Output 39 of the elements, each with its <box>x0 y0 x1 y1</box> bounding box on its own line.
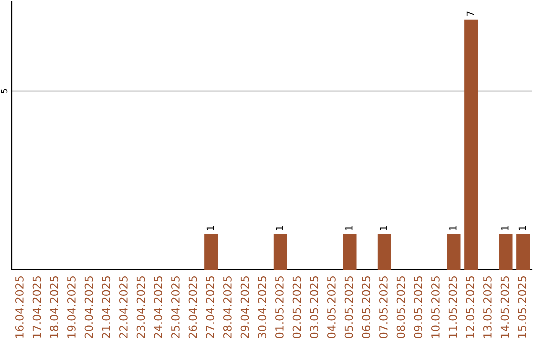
x-tick-label: 30.04.2025 <box>258 276 267 338</box>
x-tick-label: 07.05.2025 <box>379 276 388 338</box>
data-label: 7 <box>466 12 474 16</box>
x-tick-label: 26.04.2025 <box>188 276 198 338</box>
x-tick-label: 03.05.2025 <box>310 276 319 338</box>
x-tick-label: 25.04.2025 <box>171 276 180 338</box>
x-tick-label: 17.04.2025 <box>32 276 42 338</box>
x-tick-label: 12.05.2025 <box>466 276 475 338</box>
data-label: 1 <box>380 226 388 230</box>
x-tick-label: 16.04.2025 <box>15 276 24 338</box>
x-tick-label: 06.05.2025 <box>362 276 371 338</box>
x-tick-label: 27.04.2025 <box>206 276 215 338</box>
x-tick-label: 13.05.2025 <box>483 276 492 338</box>
data-label: 1 <box>502 226 509 230</box>
x-tick-label: 15.05.2025 <box>518 276 527 338</box>
x-tick-label: 10.05.2025 <box>431 276 440 338</box>
x-tick-label: 04.05.2025 <box>327 276 336 338</box>
x-tick-label: 22.04.2025 <box>119 276 128 338</box>
x-tick-label: 18.04.2025 <box>50 276 59 338</box>
x-tick-label: 23.04.2025 <box>136 276 146 338</box>
x-tick-label: 28.04.2025 <box>223 276 232 338</box>
x-tick-label: 14.05.2025 <box>500 276 510 338</box>
x-tick-label: 08.05.2025 <box>396 276 406 338</box>
y-tick-label: 5 <box>1 89 8 94</box>
x-tick-label: 09.05.2025 <box>414 276 423 338</box>
data-label: 1 <box>276 226 284 230</box>
x-tick-label: 19.04.2025 <box>67 276 76 338</box>
data-label: 1 <box>206 226 214 230</box>
x-tick-label: 20.04.2025 <box>84 276 94 338</box>
x-tick-label: 01.05.2025 <box>275 276 284 338</box>
data-label: 1 <box>346 226 353 230</box>
x-tick-label: 05.05.2025 <box>344 276 354 338</box>
x-tick-label: 11.05.2025 <box>448 276 458 338</box>
x-tick-label: 29.04.2025 <box>240 276 250 338</box>
x-tick-label: 24.04.2025 <box>154 276 163 338</box>
data-label: 1 <box>450 226 457 230</box>
x-tick-label: 21.04.2025 <box>102 276 111 338</box>
data-label: 1 <box>518 226 526 230</box>
x-tick-label: 02.05.2025 <box>292 276 302 338</box>
